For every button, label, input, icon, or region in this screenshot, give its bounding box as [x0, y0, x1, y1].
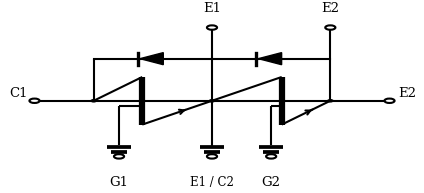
Circle shape	[91, 100, 96, 102]
Circle shape	[328, 100, 333, 102]
Text: E1 / C2: E1 / C2	[190, 176, 234, 189]
Polygon shape	[140, 53, 163, 65]
Text: G2: G2	[262, 176, 281, 189]
Text: E2: E2	[321, 2, 339, 15]
Circle shape	[209, 100, 215, 102]
Text: C1: C1	[10, 87, 28, 100]
Text: E1: E1	[203, 2, 221, 15]
Text: E2: E2	[398, 87, 416, 100]
Text: G1: G1	[109, 176, 128, 189]
Polygon shape	[258, 53, 282, 65]
